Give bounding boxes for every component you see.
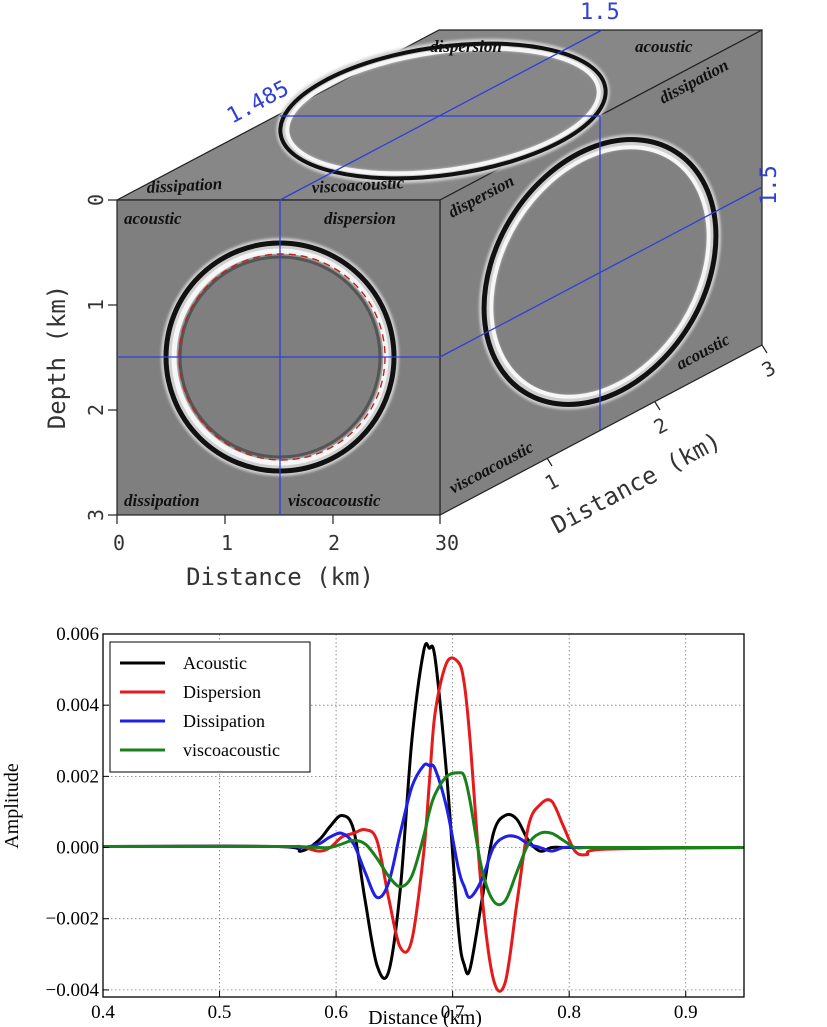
top-label-dispersion: dispersion [430, 37, 502, 56]
x-tick-30: 30 [435, 531, 459, 555]
y-tick-2: 2 [84, 404, 108, 416]
top-label-dissipation: dissipation [146, 174, 222, 197]
legend-label: viscoacoustic [183, 740, 280, 760]
x-axis-label: Distance (km) [186, 563, 374, 591]
side-tick-3: 3 [758, 355, 780, 382]
legend-box [109, 641, 311, 773]
plot-y-label: Amplitude [1, 763, 23, 849]
plot-legend: Acoustic Dispersion Dissipation viscoacoust… [109, 641, 311, 773]
plot-series [102, 642, 745, 993]
y-tick-1: 1 [84, 299, 108, 311]
y-tick-label: 0.004 [56, 695, 99, 716]
y-tick-label: −0.002 [46, 909, 99, 930]
slice-lines [117, 29, 763, 515]
plot-ticks: 0.4 0.5 0.6 0.7 0.8 0.9 −0.004 −0.002 0.000 0.002… [46, 624, 698, 1023]
side-tick-1: 1 [541, 468, 563, 495]
side-wavefront-ring [479, 134, 721, 410]
series-line-dispersion [102, 656, 745, 993]
slice-label-top-15: 1.5 [580, 0, 620, 25]
cube-figure: acoustic dispersion dissipation viscoaco… [43, 0, 782, 591]
y-axis-label: Depth (km) [43, 285, 71, 430]
y-tick-0: 0 [84, 194, 108, 206]
side-tick-2: 2 [650, 412, 672, 439]
x-tick-1: 1 [221, 531, 233, 555]
y-tick-label: 0.000 [56, 838, 99, 859]
x-tick-0: 0 [113, 531, 125, 555]
y-tick-label: 0.006 [56, 624, 99, 645]
legend-label: Dissipation [183, 711, 265, 731]
x-tick-label: 0.9 [674, 1002, 698, 1023]
front-label-viscoacoustic: viscoacoustic [288, 491, 381, 510]
front-label-acoustic: acoustic [124, 209, 182, 228]
side-x-axis [546, 344, 768, 467]
series-line-acoustic [102, 642, 744, 980]
legend-label: Acoustic [183, 653, 247, 673]
y-tick-3: 3 [84, 509, 108, 521]
x-tick-label: 0.8 [557, 1002, 581, 1023]
y-tick-label: −0.004 [46, 980, 100, 1001]
series-line-viscoacoustic [102, 771, 744, 907]
front-y-axis [108, 199, 117, 516]
front-label-dissipation: dissipation [124, 491, 200, 510]
front-x-axis [116, 515, 441, 524]
y-tick-label: 0.002 [56, 766, 99, 787]
top-label-acoustic: acoustic [635, 37, 693, 56]
top-label-viscoacoustic: viscoacoustic [311, 173, 405, 197]
slice-label-side-15: 1.5 [757, 165, 782, 205]
plot-frame [102, 633, 745, 998]
x-tick-label: 0.7 [441, 1002, 465, 1023]
x-tick-label: 0.4 [91, 1002, 115, 1023]
series-line-dissipation [102, 762, 744, 900]
x-tick-label: 0.6 [324, 1002, 348, 1023]
plot-x-label: Distance (km) [368, 1007, 482, 1027]
front-label-dispersion: dispersion [324, 209, 396, 228]
legend-label: Dispersion [183, 682, 261, 702]
x-tick-2: 2 [328, 531, 340, 555]
top-wavefront-ring [276, 38, 610, 184]
plot-grid [102, 633, 744, 997]
x-tick-label: 0.5 [208, 1002, 232, 1023]
